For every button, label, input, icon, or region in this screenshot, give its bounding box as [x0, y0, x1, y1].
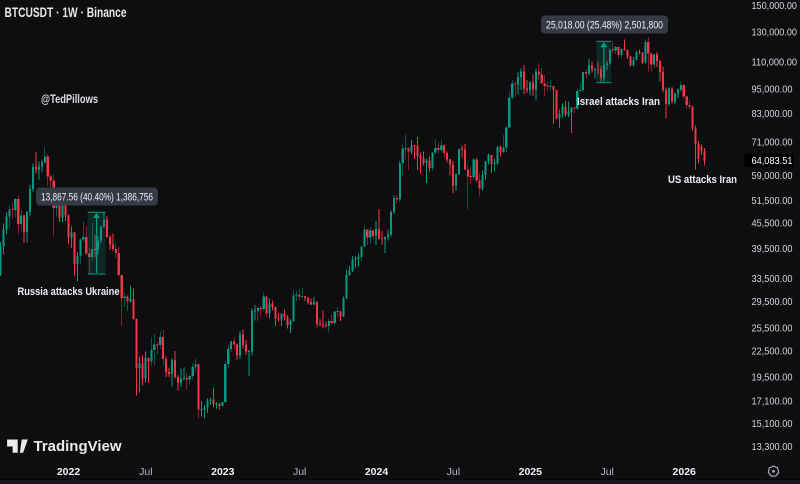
svg-text:29,500.00: 29,500.00 — [752, 296, 793, 308]
svg-text:Jul: Jul — [293, 466, 306, 478]
svg-text:US attacks Iran: US attacks Iran — [668, 174, 737, 186]
svg-text:71,000.00: 71,000.00 — [752, 136, 793, 148]
svg-text:2023: 2023 — [211, 466, 235, 478]
svg-text:83,000.00: 83,000.00 — [752, 108, 793, 120]
svg-text:@TedPillows: @TedPillows — [41, 94, 98, 106]
svg-text:BTCUSDT · 1W · Binance: BTCUSDT · 1W · Binance — [5, 4, 127, 20]
svg-text:2022: 2022 — [57, 466, 81, 478]
svg-text:150,000.00: 150,000.00 — [752, 0, 798, 12]
svg-text:2024: 2024 — [365, 466, 389, 478]
svg-text:59,000.00: 59,000.00 — [752, 170, 793, 182]
svg-text:33,500.00: 33,500.00 — [752, 273, 793, 285]
svg-text:13,300.00: 13,300.00 — [752, 441, 793, 453]
svg-text:130,000.00: 130,000.00 — [752, 26, 798, 38]
svg-text:64,083.51: 64,083.51 — [752, 155, 793, 167]
svg-text:Russia attacks Ukraine: Russia attacks Ukraine — [18, 286, 120, 298]
svg-text:Jul: Jul — [139, 466, 152, 478]
svg-text:25,500.00: 25,500.00 — [752, 323, 793, 335]
svg-text:2026: 2026 — [673, 466, 697, 478]
svg-text:13,867.56 (40.40%) 1,386,756: 13,867.56 (40.40%) 1,386,756 — [41, 191, 153, 203]
svg-text:TradingView: TradingView — [34, 439, 123, 455]
svg-text:51,500.00: 51,500.00 — [752, 195, 793, 207]
svg-text:110,000.00: 110,000.00 — [752, 57, 798, 69]
svg-text:17,100.00: 17,100.00 — [752, 395, 793, 407]
svg-text:95,000.00: 95,000.00 — [752, 83, 793, 95]
svg-text:Jul: Jul — [600, 466, 613, 478]
svg-text:Israel attacks Iran: Israel attacks Iran — [577, 96, 660, 108]
svg-text:15,100.00: 15,100.00 — [752, 418, 793, 430]
svg-text:45,500.00: 45,500.00 — [752, 217, 793, 229]
svg-text:2025: 2025 — [519, 466, 543, 478]
svg-text:25,018.00 (25.48%) 2,501,800: 25,018.00 (25.48%) 2,501,800 — [546, 19, 663, 31]
svg-text:Jul: Jul — [447, 466, 460, 478]
svg-text:22,500.00: 22,500.00 — [752, 346, 793, 358]
svg-text:39,500.00: 39,500.00 — [752, 243, 793, 255]
svg-text:19,500.00: 19,500.00 — [752, 372, 793, 384]
